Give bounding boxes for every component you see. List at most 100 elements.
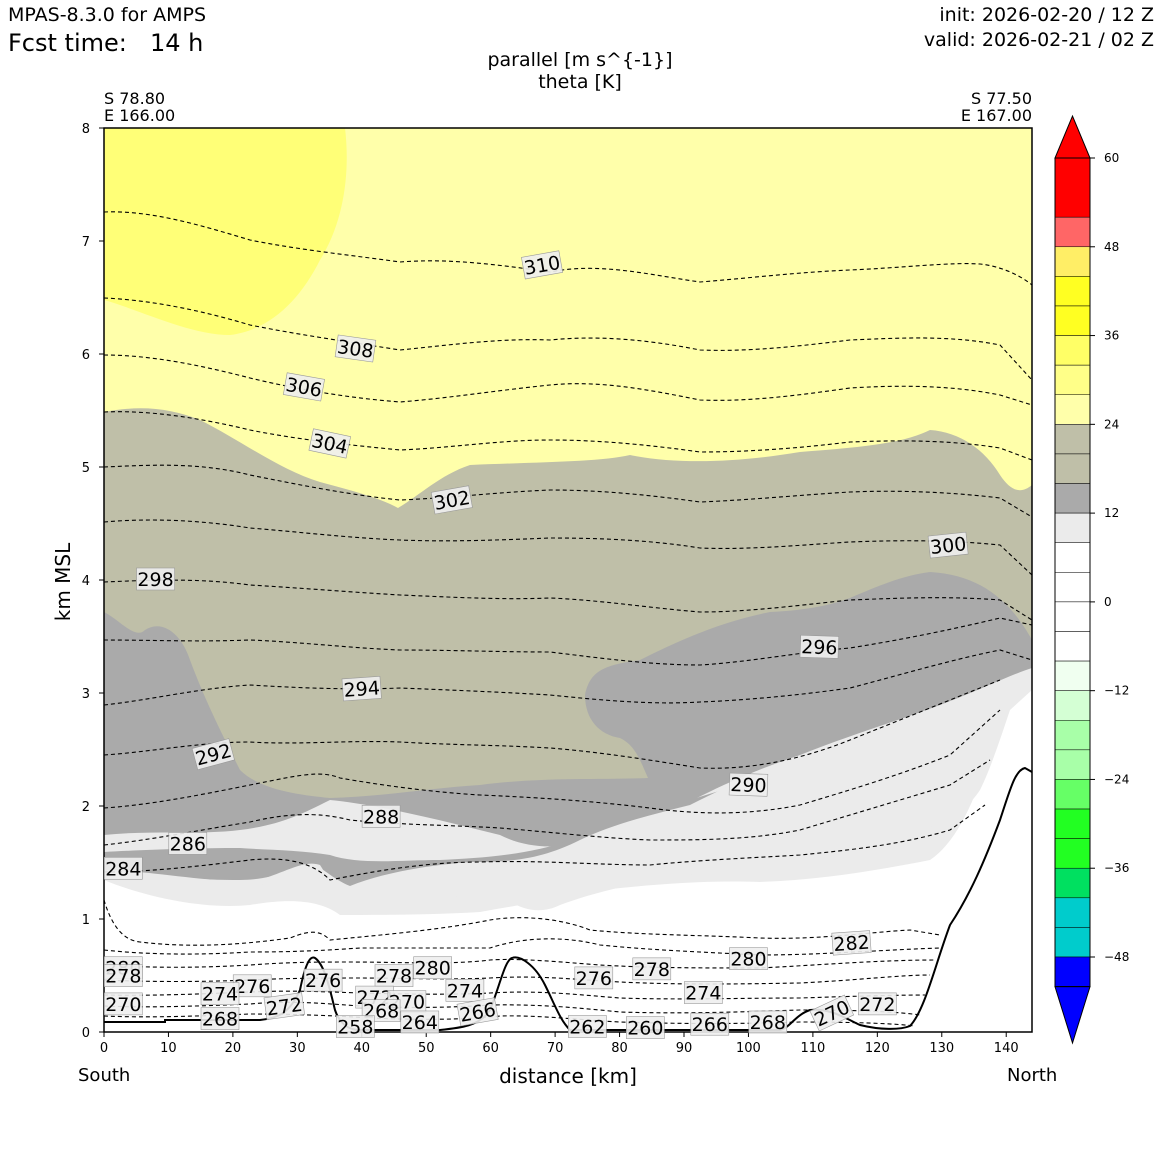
colorbar-segment [1054, 956, 1091, 987]
theta-label-box [927, 531, 969, 559]
colorbar-segment [1054, 867, 1091, 899]
y-tick-label: 7 [82, 235, 90, 250]
theta-label: 278 [104, 964, 143, 988]
theta-label-box [104, 856, 143, 880]
theta-label-box [400, 1010, 440, 1034]
colorbar-segment [1054, 927, 1091, 958]
theta-label-text: 278 [376, 966, 412, 988]
x-axis-ticks: 0 10 20 30 40 50 60 70 80 90 100 110 120 130 140 [100, 1032, 1019, 1056]
colorbar-segment [1054, 364, 1091, 395]
x-tick-label: 50 [418, 1041, 435, 1056]
theta-label-text: 300 [929, 533, 967, 559]
theta-label-box [374, 964, 414, 987]
theta-label-box [728, 772, 769, 797]
theta-label-box [574, 966, 614, 990]
theta-contour [104, 1013, 916, 1027]
chart-subtitle: theta [K] [538, 71, 622, 93]
valid-time: valid: 2026-02-21 / 02 Z [923, 29, 1154, 51]
theta-label-text: 266 [692, 1014, 728, 1036]
theta-label-box [361, 804, 401, 828]
start-end-label: South [78, 1065, 131, 1086]
theta-label-box [456, 997, 499, 1027]
colorbar-segment [1054, 690, 1091, 721]
theta-contour [104, 297, 1032, 381]
y-axis-ticks: 0 1 2 3 4 5 6 7 8 [82, 122, 104, 1041]
colorbar: 60 48 36 24 12 0 −12 −24 −36 −48 [1054, 114, 1129, 1045]
theta-label-text: 280 [415, 958, 451, 980]
colorbar-segment [1054, 512, 1091, 543]
theta-label-text: 286 [170, 833, 206, 855]
theta-label-box [521, 250, 564, 280]
theta-label-box [104, 992, 143, 1016]
theta-label: 294 [341, 675, 382, 702]
colorbar-segment [1054, 394, 1091, 425]
colorbar-tick-label: 60 [1104, 151, 1119, 165]
shade-gray-band [104, 730, 920, 898]
end-lon: E 167.00 [960, 106, 1032, 125]
x-tick-label: 110 [800, 1041, 825, 1056]
theta-contour [104, 211, 1032, 286]
theta-label-box [341, 675, 382, 702]
theta-contour [104, 411, 1032, 461]
theta-label: 268 [748, 1010, 788, 1034]
theta-label-box [809, 994, 855, 1032]
colorbar-segment [1054, 720, 1091, 751]
colorbar-segment [1054, 335, 1091, 366]
theta-label-box [191, 738, 235, 771]
theta-contour [104, 709, 1001, 814]
x-tick-label: 10 [160, 1041, 177, 1056]
colorbar-segment [1054, 749, 1091, 780]
x-tick-label: 120 [865, 1041, 890, 1056]
colorbar-segment [1054, 572, 1091, 603]
y-tick-label: 5 [82, 461, 90, 476]
colorbar-tick-label: −48 [1104, 950, 1129, 964]
colorbar-tick-label: −24 [1104, 772, 1129, 786]
theta-label: 270 [104, 992, 143, 1016]
colorbar-segment [1054, 779, 1091, 810]
colorbar-tick-label: −12 [1104, 684, 1129, 698]
theta-label-text: 284 [105, 858, 141, 880]
colorbar-segment [1054, 424, 1091, 455]
theta-label-box [200, 982, 240, 1006]
theta-label-text: 298 [137, 569, 173, 591]
theta-label-box [626, 1016, 665, 1039]
theta-label-box [858, 992, 897, 1016]
x-axis-label: distance [km] [499, 1064, 637, 1088]
shade-lightgray-2 [104, 668, 1032, 911]
theta-label-box [263, 992, 305, 1021]
colorbar-segment [1054, 542, 1091, 573]
theta-label-box [568, 1015, 607, 1038]
theta-label-text: 278 [634, 959, 670, 981]
y-tick-label: 6 [82, 348, 90, 363]
x-tick-label: 140 [994, 1041, 1019, 1056]
theta-label-text: 272 [265, 994, 304, 1021]
theta-label-text: 296 [801, 636, 838, 659]
theta-label-text: 294 [343, 677, 381, 701]
theta-label: 284 [104, 856, 143, 880]
theta-contour [104, 804, 986, 881]
terrain-outline [104, 766, 1033, 1031]
theta-label-text: 268 [750, 1012, 786, 1034]
colorbar-over-arrow [1054, 114, 1091, 159]
colorbar-segment [1054, 838, 1091, 869]
theta-label: 304 [308, 428, 351, 459]
theta-label-text: 258 [337, 1016, 373, 1038]
theta-label: 282 [831, 930, 872, 956]
theta-contour [104, 759, 991, 846]
shade-white [104, 690, 1032, 1032]
theta-contour [104, 649, 1032, 706]
colorbar-segment [1054, 276, 1091, 307]
theta-label-box [334, 334, 377, 363]
theta-label-text: 268 [202, 1009, 238, 1031]
shade-yellow-bright [104, 128, 347, 335]
theta-label: 266 [456, 997, 499, 1027]
theta-label-box [445, 979, 485, 1002]
theta-label-box [690, 1012, 730, 1036]
colorbar-segment [1054, 897, 1091, 928]
theta-label-text: 274 [447, 980, 483, 1002]
x-tick-label: 40 [354, 1041, 371, 1056]
theta-label-text: 262 [569, 1016, 605, 1038]
colorbar-segment [1054, 808, 1091, 839]
colorbar-tick-label: 12 [1104, 506, 1119, 520]
init-time: init: 2026-02-20 / 12 Z [939, 4, 1154, 26]
